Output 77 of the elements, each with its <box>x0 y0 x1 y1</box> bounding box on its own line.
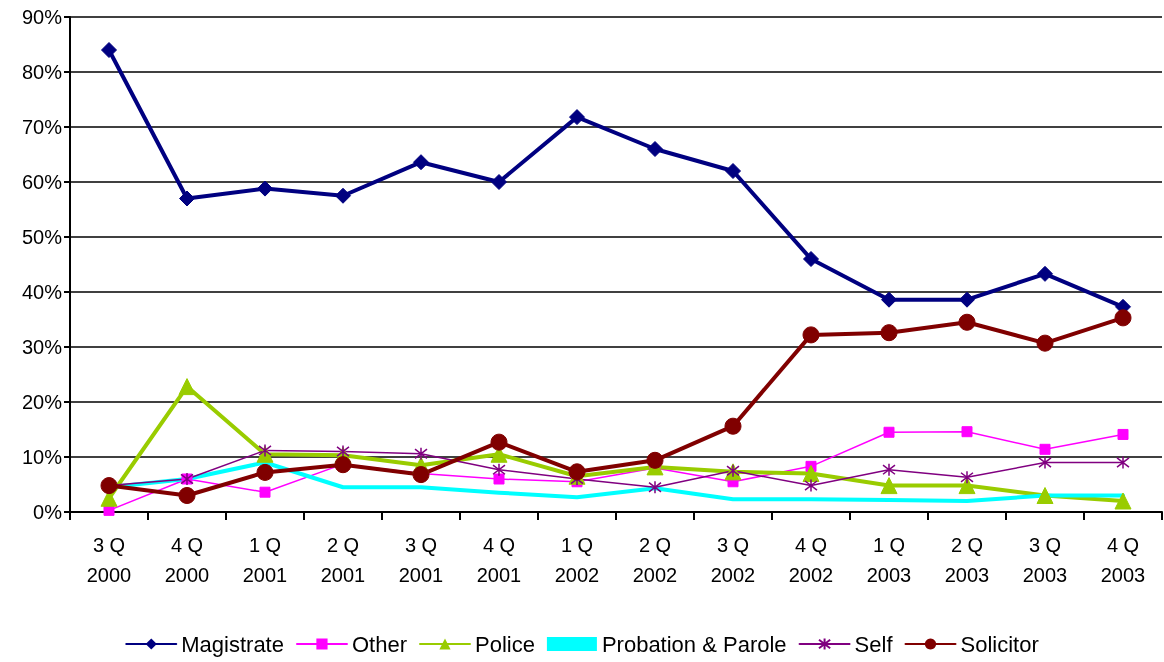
point <box>569 109 585 126</box>
y-tick-label: 80% <box>21 61 63 83</box>
point <box>335 187 351 204</box>
y-tick-label: 60% <box>21 171 63 193</box>
point <box>414 446 428 461</box>
point <box>725 163 741 179</box>
point <box>257 180 273 197</box>
point <box>958 477 976 495</box>
x-tick-label: 3 Q 2003 <box>1022 534 1068 586</box>
x-tick-label: 1 Q 2001 <box>242 534 288 586</box>
point <box>492 462 506 477</box>
point <box>724 417 742 435</box>
point <box>646 451 664 469</box>
x-tick-label: 4 Q 2001 <box>476 534 522 586</box>
legend-label: Other <box>351 631 407 657</box>
point <box>178 378 196 396</box>
point <box>647 141 663 157</box>
point <box>880 477 898 495</box>
point <box>960 470 974 485</box>
x-tick-label: 1 Q 2002 <box>554 534 600 586</box>
y-tick-label: 30% <box>21 336 63 358</box>
point <box>101 42 117 58</box>
point <box>961 426 973 438</box>
point <box>1038 455 1052 470</box>
point <box>1114 492 1132 510</box>
x-tick-label: 2 Q 2001 <box>320 534 366 586</box>
point <box>803 251 819 267</box>
legend-label: Solicitor <box>960 631 1039 657</box>
y-tick-label: 40% <box>21 281 63 303</box>
x-tick-label: 4 Q 2000 <box>164 534 210 586</box>
y-tick-label: 90% <box>21 6 63 28</box>
point <box>883 426 895 438</box>
x-tick-label: 1 Q 2003 <box>866 534 912 586</box>
point <box>1036 487 1054 504</box>
y-tick-label: 20% <box>21 391 63 413</box>
point <box>1037 265 1053 282</box>
point <box>802 326 820 344</box>
legend-label: Probation & Parole <box>601 631 787 657</box>
x-tick-label: 4 Q 2002 <box>788 534 834 586</box>
x-tick-label: 3 Q 2002 <box>710 534 756 586</box>
point <box>1116 455 1130 470</box>
point <box>334 456 352 474</box>
x-tick-label: 2 Q 2003 <box>944 534 990 586</box>
y-tick-label: 50% <box>21 226 63 248</box>
point <box>256 463 274 481</box>
point <box>258 443 272 458</box>
legend-label: Magistrate <box>181 631 284 657</box>
point <box>802 465 820 482</box>
legend-label: Self <box>854 631 894 657</box>
point <box>490 433 508 451</box>
y-tick-label: 0% <box>33 501 63 523</box>
point <box>1114 309 1132 327</box>
point <box>259 486 271 498</box>
point <box>1117 428 1129 440</box>
point <box>336 444 350 459</box>
point <box>880 324 898 342</box>
point <box>959 291 975 308</box>
point <box>413 154 429 171</box>
point <box>1039 443 1051 455</box>
x-tick-label: 2 Q 2002 <box>632 534 678 586</box>
point <box>493 473 505 485</box>
point <box>648 480 662 494</box>
point <box>804 478 818 493</box>
point <box>491 174 507 190</box>
point <box>882 462 896 477</box>
x-tick-label: 3 Q 2000 <box>86 534 132 586</box>
point <box>958 313 976 331</box>
point <box>412 466 430 484</box>
y-tick-label: 70% <box>21 116 63 138</box>
point <box>178 487 196 504</box>
x-tick-label: 3 Q 2001 <box>398 534 444 586</box>
x-tick-label: 4 Q 2003 <box>1100 534 1146 586</box>
point <box>881 291 897 308</box>
y-tick-label: 10% <box>21 446 63 468</box>
legend-label: Police <box>474 631 535 657</box>
point <box>1036 334 1054 352</box>
point <box>179 190 195 207</box>
